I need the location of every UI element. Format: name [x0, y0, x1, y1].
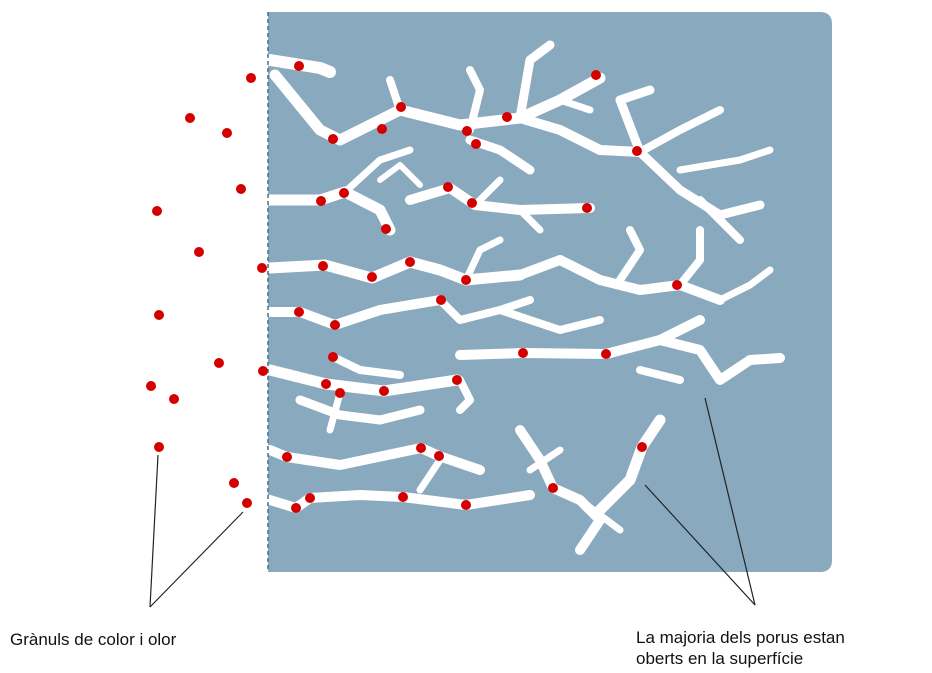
granule: [398, 492, 408, 502]
granule: [548, 483, 558, 493]
granule: [601, 349, 611, 359]
granule: [416, 443, 426, 453]
granule: [169, 394, 179, 404]
granule: [672, 280, 682, 290]
granule: [222, 128, 232, 138]
granule: [443, 182, 453, 192]
granule: [330, 320, 340, 330]
granule: [379, 386, 389, 396]
pores-label: La majoria dels porus estan: [636, 628, 845, 647]
granule: [518, 348, 528, 358]
granule: [146, 381, 156, 391]
granule: [434, 451, 444, 461]
granule: [396, 102, 406, 112]
granule: [294, 307, 304, 317]
granule: [405, 257, 415, 267]
granule: [582, 203, 592, 213]
leader-line: [150, 512, 243, 607]
granule: [321, 379, 331, 389]
granule: [328, 134, 338, 144]
granule: [305, 493, 315, 503]
granule: [467, 198, 477, 208]
granule: [637, 442, 647, 452]
granule: [591, 70, 601, 80]
granule: [152, 206, 162, 216]
pores-label: oberts en la superfície: [636, 649, 803, 668]
granule: [257, 263, 267, 273]
granule: [291, 503, 301, 513]
granule: [316, 196, 326, 206]
granule: [462, 126, 472, 136]
granule: [294, 61, 304, 71]
granule: [194, 247, 204, 257]
granule: [461, 500, 471, 510]
granule: [154, 310, 164, 320]
granule: [377, 124, 387, 134]
granule: [339, 188, 349, 198]
granule: [381, 224, 391, 234]
granule: [258, 366, 268, 376]
granule: [246, 73, 256, 83]
granule: [367, 272, 377, 282]
granule: [236, 184, 246, 194]
granule: [632, 146, 642, 156]
granule: [185, 113, 195, 123]
leader-line: [150, 455, 158, 607]
granule: [154, 442, 164, 452]
granule: [318, 261, 328, 271]
granule: [214, 358, 224, 368]
diagram: Grànuls de color i olor La majoria dels …: [0, 0, 932, 673]
granule: [328, 352, 338, 362]
granule: [242, 498, 252, 508]
granule: [502, 112, 512, 122]
granule: [471, 139, 481, 149]
granule: [436, 295, 446, 305]
granule: [335, 388, 345, 398]
granules-label: Grànuls de color i olor: [10, 630, 177, 649]
granule: [452, 375, 462, 385]
granule: [282, 452, 292, 462]
granule: [461, 275, 471, 285]
granule: [229, 478, 239, 488]
